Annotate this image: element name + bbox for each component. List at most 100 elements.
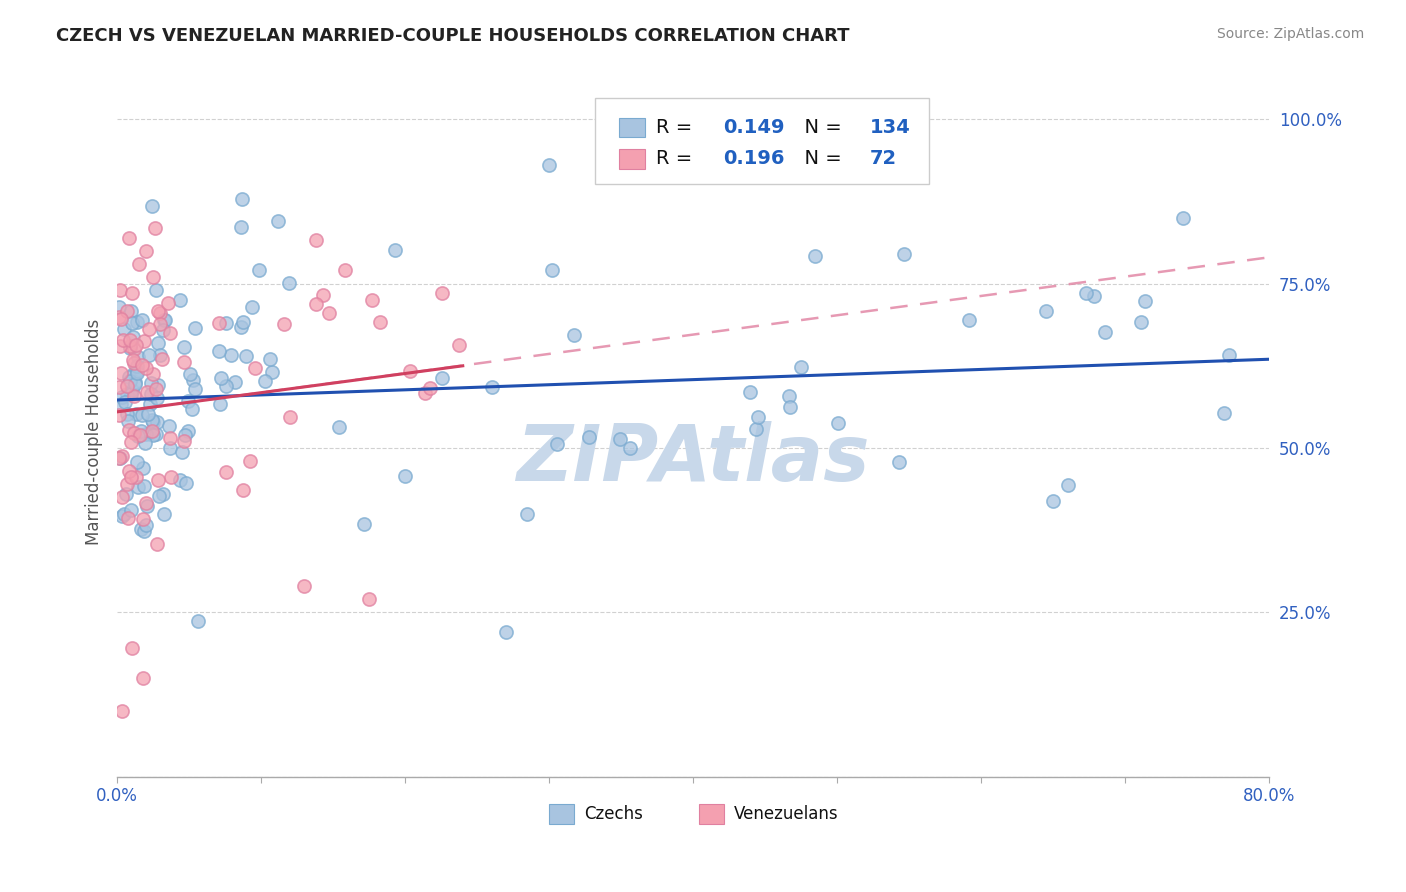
Point	[278, 276, 301, 290]
Point	[231, 192, 253, 206]
Point	[538, 158, 561, 172]
Point	[124, 375, 146, 389]
FancyBboxPatch shape	[620, 149, 645, 169]
Point	[141, 425, 163, 439]
Point	[117, 414, 139, 428]
Point	[115, 379, 138, 393]
Point	[267, 214, 290, 228]
Point	[259, 351, 281, 366]
Point	[159, 441, 181, 455]
Point	[122, 330, 145, 344]
FancyBboxPatch shape	[595, 98, 929, 185]
Point	[143, 220, 166, 235]
Point	[122, 366, 145, 380]
Point	[1074, 286, 1097, 301]
Text: 72: 72	[869, 149, 897, 169]
Point	[149, 348, 172, 362]
Point	[110, 450, 132, 465]
Point	[146, 378, 169, 392]
Point	[132, 671, 155, 685]
Point	[127, 359, 149, 373]
Point	[1083, 289, 1105, 303]
Point	[141, 376, 163, 390]
Point	[174, 475, 197, 490]
Point	[134, 478, 156, 492]
Point	[187, 615, 209, 629]
Point	[122, 389, 145, 403]
Point	[361, 293, 384, 307]
Point	[120, 333, 142, 347]
Point	[131, 409, 153, 423]
Point	[121, 383, 143, 397]
Point	[132, 512, 155, 526]
Point	[1094, 325, 1116, 339]
Point	[110, 704, 132, 718]
Point	[146, 537, 169, 551]
Point	[120, 304, 142, 318]
Point	[399, 364, 422, 378]
Point	[146, 391, 169, 405]
Point	[827, 416, 849, 430]
Point	[131, 313, 153, 327]
Point	[235, 349, 257, 363]
Point	[779, 400, 801, 414]
Point	[108, 310, 131, 324]
Point	[184, 382, 207, 396]
Point	[359, 592, 381, 607]
Point	[481, 380, 503, 394]
Point	[110, 366, 132, 380]
Point	[141, 413, 163, 427]
Point	[135, 496, 157, 510]
Point	[115, 476, 138, 491]
Point	[745, 422, 768, 436]
Point	[232, 483, 254, 498]
Point	[215, 465, 238, 479]
Point	[394, 468, 416, 483]
Point	[240, 300, 263, 314]
Point	[430, 285, 453, 300]
Point	[114, 395, 136, 409]
Point	[177, 424, 200, 438]
FancyBboxPatch shape	[699, 805, 724, 823]
Point	[578, 430, 600, 444]
Point	[447, 338, 470, 352]
Point	[173, 355, 195, 369]
Point	[118, 464, 141, 478]
Point	[108, 300, 131, 314]
Point	[112, 333, 135, 347]
Point	[1130, 316, 1153, 330]
Point	[132, 524, 155, 538]
Point	[170, 445, 193, 459]
Point	[135, 518, 157, 533]
Point	[127, 351, 149, 365]
Point	[121, 316, 143, 330]
Point	[353, 516, 375, 531]
Point	[173, 434, 195, 449]
Point	[127, 364, 149, 378]
Y-axis label: Married-couple Households: Married-couple Households	[86, 318, 103, 545]
Point	[135, 426, 157, 441]
Point	[121, 640, 143, 655]
Point	[110, 491, 132, 505]
Point	[135, 500, 157, 514]
Point	[333, 263, 356, 277]
Point	[1133, 294, 1156, 309]
Point	[312, 288, 335, 302]
Point	[111, 391, 134, 405]
Point	[1218, 347, 1240, 361]
Point	[273, 317, 295, 331]
Text: R =: R =	[657, 149, 699, 169]
Point	[305, 297, 328, 311]
Point	[804, 249, 827, 263]
Point	[110, 397, 132, 411]
Point	[142, 367, 165, 381]
Text: 134: 134	[869, 119, 910, 137]
Point	[146, 473, 169, 487]
Point	[243, 361, 266, 376]
Point	[159, 431, 181, 445]
Point	[127, 480, 149, 494]
Point	[174, 427, 197, 442]
Point	[150, 351, 173, 366]
Point	[122, 425, 145, 440]
Point	[125, 407, 148, 421]
